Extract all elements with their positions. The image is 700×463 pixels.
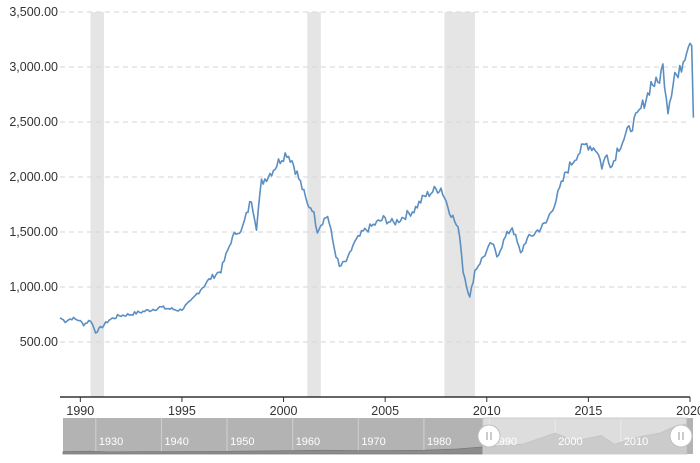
x-tick-label: 2010: [473, 404, 501, 418]
x-tick-label: 1990: [66, 404, 94, 418]
right-handle-knob[interactable]: [669, 424, 693, 448]
navigator-label: 1970: [361, 436, 385, 448]
navigator-label: 1940: [164, 436, 188, 448]
range-navigator[interactable]: 1930 1940 1950 1960 1970 1980 1990 2000 2010: [62, 417, 693, 455]
y-tick-label: 1,000.00: [9, 280, 58, 294]
navigator-labels: 1930 1940 1950 1960 1970 1980 1990 2000 2010: [99, 436, 648, 448]
recession-band-1: [90, 12, 105, 397]
x-tick-label: 2000: [270, 404, 298, 418]
y-tick-label: 3,000.00: [9, 60, 58, 74]
navigator-label: 1930: [99, 436, 123, 448]
navigator-selected-range[interactable]: [482, 417, 687, 455]
y-tick-label: 1,500.00: [9, 225, 58, 239]
x-tick-label: 2020: [676, 404, 700, 418]
x-axis-ticks: 1990 1995 2000 2005 2010 2015 2020: [66, 397, 700, 418]
y-tick-label: 500.00: [20, 335, 58, 349]
x-tick-label: 2005: [371, 404, 399, 418]
recession-band-2: [307, 12, 321, 397]
recession-bands: [90, 12, 475, 397]
navigator-right-handle[interactable]: [669, 424, 693, 448]
navigator-label: 2000: [558, 436, 582, 448]
grid-lines: [60, 11, 690, 343]
y-axis-ticks: 500.00 1,000.00 1,500.00 2,000.00 2,500.00 3,…: [9, 5, 58, 349]
navigator-label: 1980: [427, 436, 451, 448]
navigator-label: 1960: [296, 436, 320, 448]
left-handle-knob[interactable]: [477, 424, 501, 448]
navigator-left-handle[interactable]: [477, 424, 501, 448]
x-tick-label: 1995: [168, 404, 196, 418]
recession-band-3: [444, 12, 475, 397]
y-tick-label: 2,000.00: [9, 170, 58, 184]
series-line: [59, 42, 695, 334]
y-tick-label: 2,500.00: [9, 115, 58, 129]
navigator-label: 2010: [624, 436, 648, 448]
navigator-label: 1950: [230, 436, 254, 448]
y-tick-label: 3,500.00: [9, 5, 58, 19]
x-tick-label: 2015: [574, 404, 602, 418]
